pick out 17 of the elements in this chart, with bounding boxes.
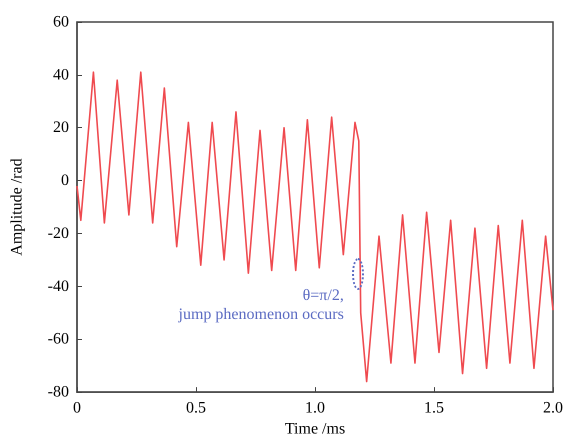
- x-tick-label: 0.5: [186, 400, 206, 417]
- x-tick-label: 0: [73, 400, 81, 417]
- y-tick-label: -80: [48, 384, 69, 401]
- y-tick-label: 40: [53, 66, 69, 84]
- y-axis-title: Amplitude /rad: [8, 158, 26, 256]
- x-tick-label: 2.0: [543, 400, 563, 417]
- x-tick-label: 1.0: [305, 400, 325, 417]
- y-tick-label: 60: [53, 14, 69, 30]
- line-series: [76, 71, 554, 382]
- x-tick-label: 1.5: [424, 400, 444, 417]
- y-tick-label: 0: [61, 172, 69, 190]
- x-axis-title: Time /ms: [284, 420, 346, 438]
- y-tick-label: -40: [48, 278, 69, 295]
- y-tick-label: 20: [53, 119, 69, 136]
- y-tick-label: -60: [48, 330, 69, 348]
- y-tick-label: -20: [48, 224, 69, 242]
- annotation: θ=π/2, jump phenomenon occurs: [178, 286, 344, 323]
